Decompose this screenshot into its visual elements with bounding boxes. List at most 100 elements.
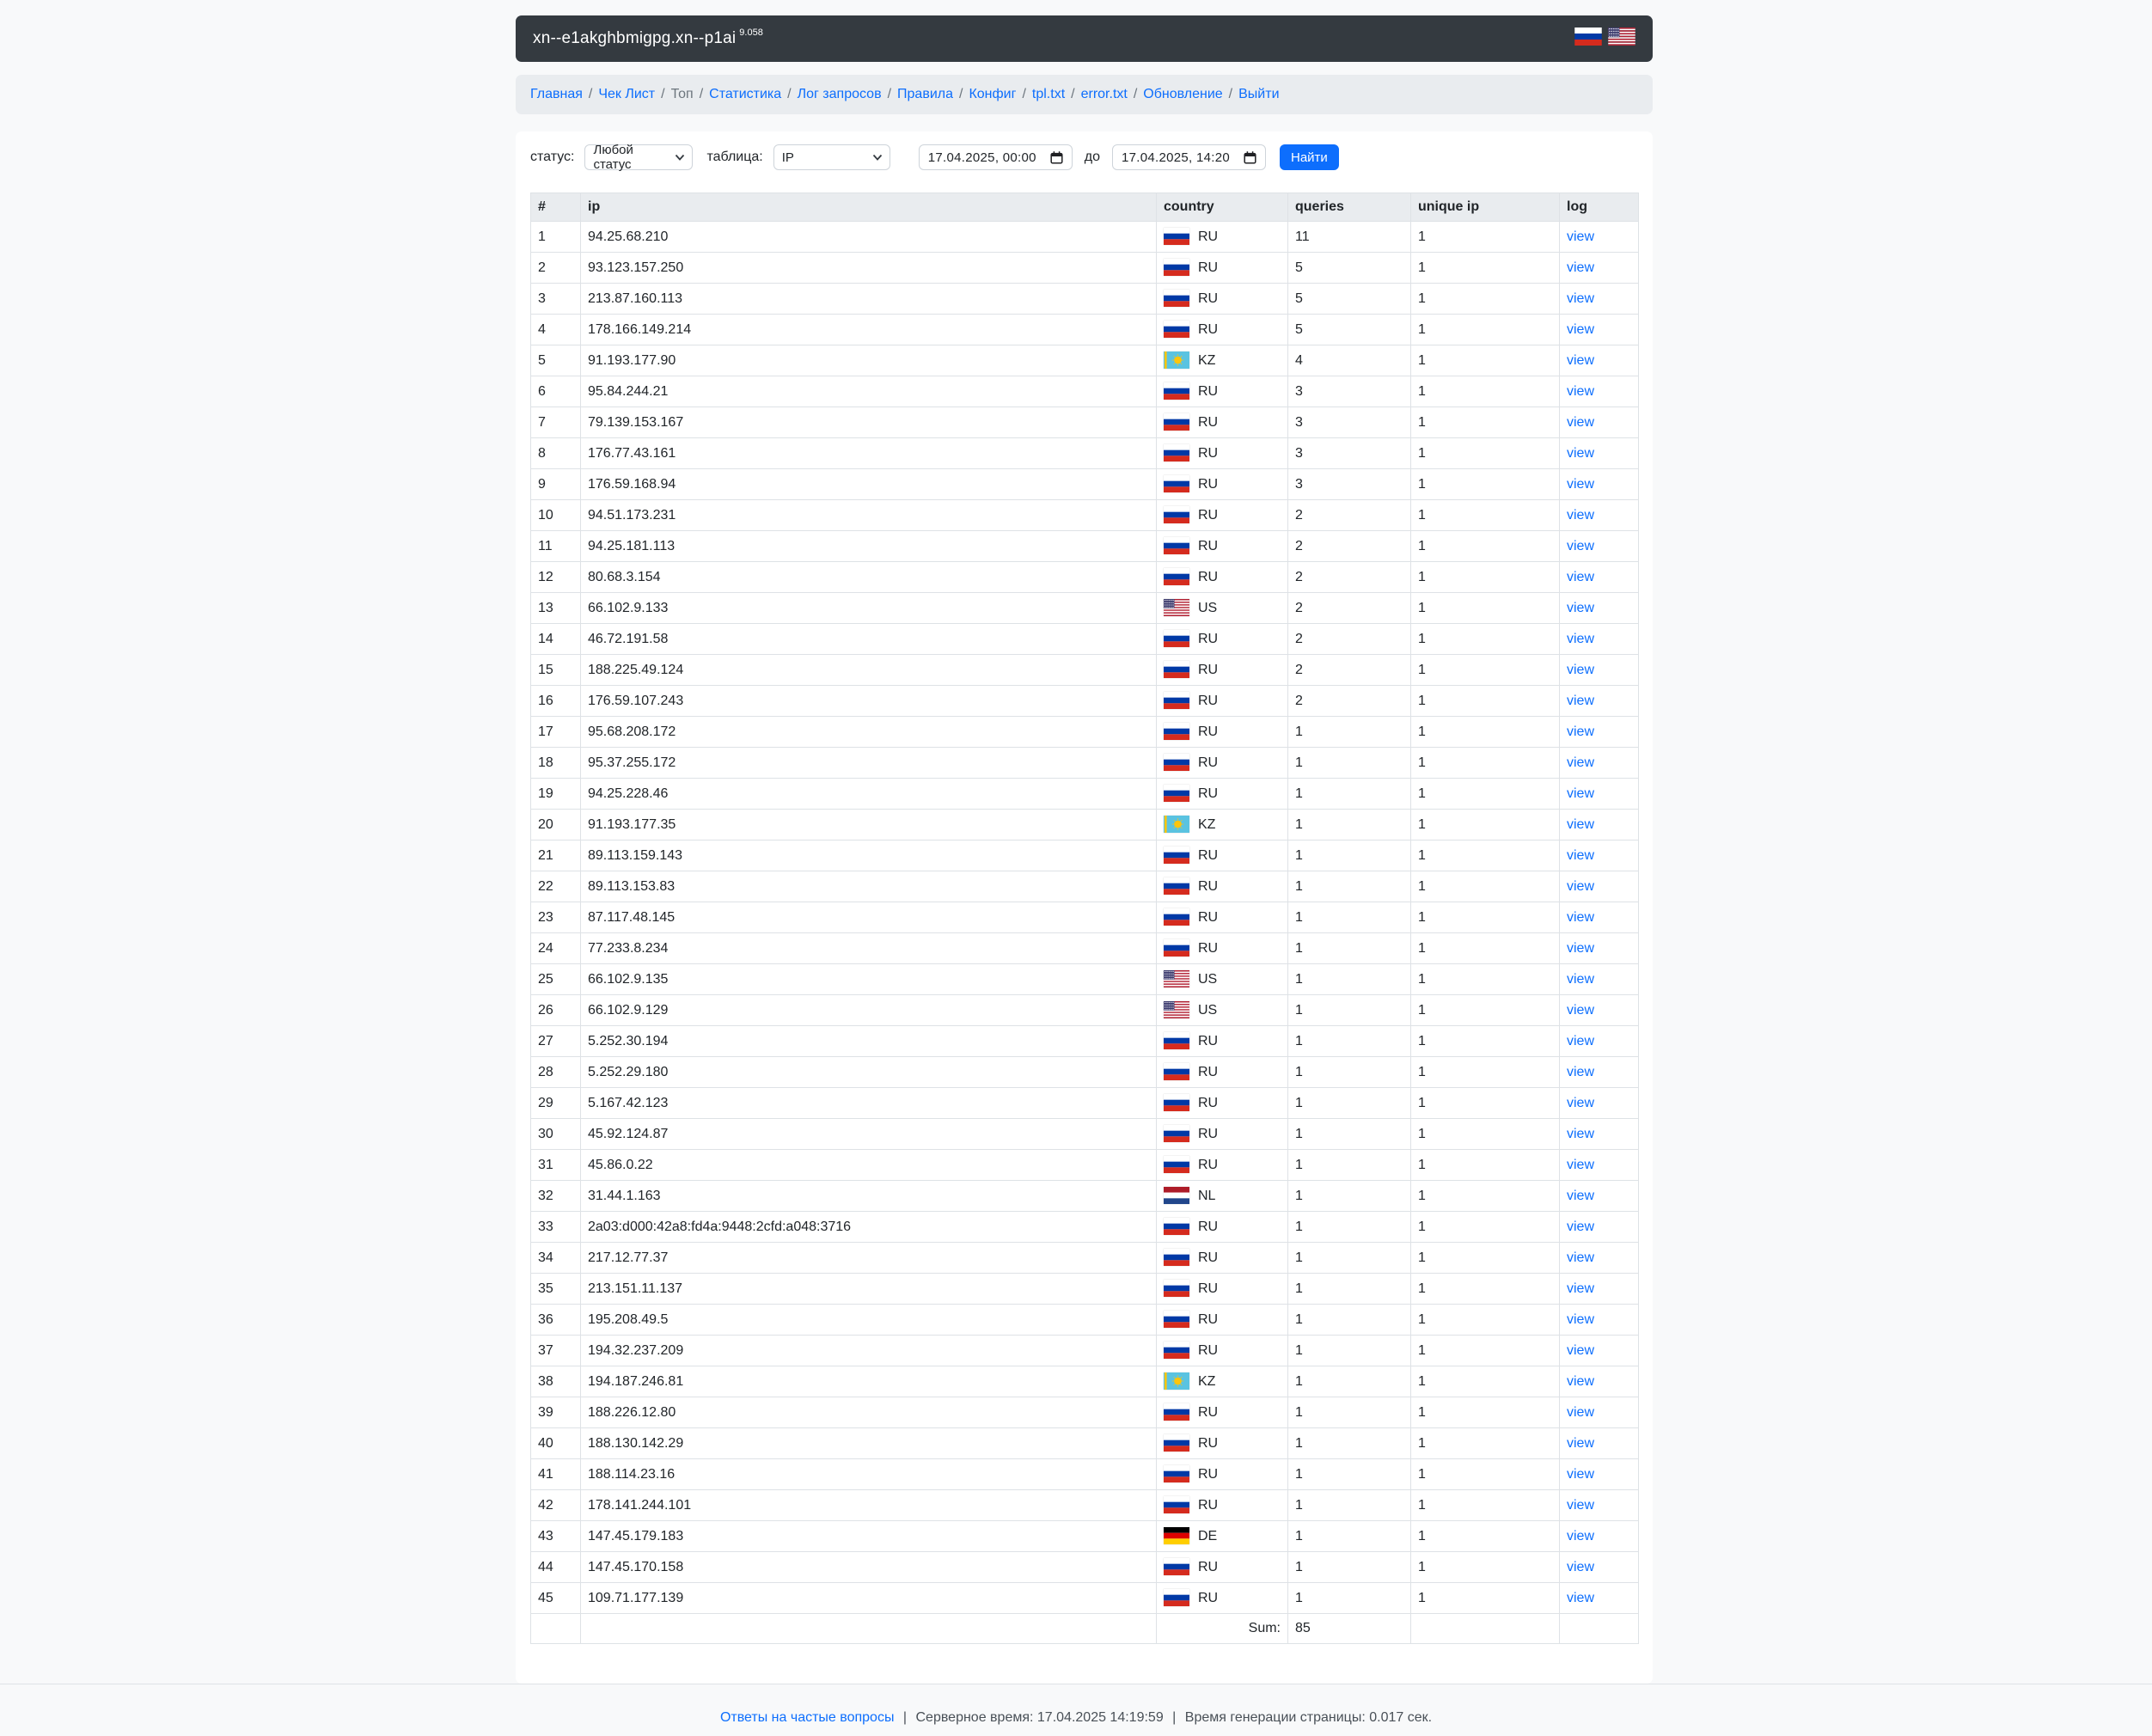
country-cell: RU xyxy=(1156,1489,1288,1521)
view-log-link[interactable]: view xyxy=(1567,909,1595,925)
view-log-link[interactable]: view xyxy=(1567,816,1595,832)
view-log-link[interactable]: view xyxy=(1567,724,1595,739)
view-log-link[interactable]: view xyxy=(1567,600,1595,615)
ip-cell: 147.45.170.158 xyxy=(580,1551,1157,1583)
nav-item-лог-запросов[interactable]: Лог запросов xyxy=(797,87,882,101)
country-cell: RU xyxy=(1156,716,1288,748)
nav-separator: / xyxy=(588,87,593,101)
view-log-link[interactable]: view xyxy=(1567,569,1595,584)
nav-item-выйти[interactable]: Выйти xyxy=(1238,87,1280,101)
unique-ip-cell: 1 xyxy=(1410,1273,1560,1305)
nav-item-tpl.txt[interactable]: tpl.txt xyxy=(1031,87,1066,101)
view-log-link[interactable]: view xyxy=(1567,693,1595,708)
view-log-link[interactable]: view xyxy=(1567,260,1595,275)
calendar-icon[interactable] xyxy=(1243,150,1257,165)
view-log-link[interactable]: view xyxy=(1567,290,1595,306)
view-log-link[interactable]: view xyxy=(1567,1002,1595,1018)
view-log-link[interactable]: view xyxy=(1567,414,1595,430)
view-log-link[interactable]: view xyxy=(1567,1095,1595,1110)
view-log-link[interactable]: view xyxy=(1567,847,1595,863)
country-cell: RU xyxy=(1156,468,1288,500)
view-log-link[interactable]: view xyxy=(1567,1126,1595,1141)
country-cell: RU xyxy=(1156,1551,1288,1583)
view-log-link[interactable]: view xyxy=(1567,1281,1595,1296)
flag-ru-icon xyxy=(1164,877,1189,895)
nav-item-чек-лист[interactable]: Чек Лист xyxy=(598,87,656,101)
view-log-link[interactable]: view xyxy=(1567,1559,1595,1574)
view-log-link[interactable]: view xyxy=(1567,352,1595,368)
view-log-link[interactable]: view xyxy=(1567,476,1595,492)
nav-item-топ: Топ xyxy=(670,87,694,101)
flag-ru-icon xyxy=(1164,1032,1189,1049)
view-log-link[interactable]: view xyxy=(1567,445,1595,461)
calendar-icon[interactable] xyxy=(1049,150,1064,165)
view-log-link[interactable]: view xyxy=(1567,321,1595,337)
row-index-cell: 29 xyxy=(530,1087,581,1119)
view-log-link[interactable]: view xyxy=(1567,1188,1595,1203)
ip-cell: 93.123.157.250 xyxy=(580,252,1157,284)
flag-ru-icon xyxy=(1164,1063,1189,1080)
view-log-link[interactable]: view xyxy=(1567,662,1595,677)
view-log-link[interactable]: view xyxy=(1567,229,1595,244)
row-index-cell: 36 xyxy=(530,1304,581,1336)
view-log-link[interactable]: view xyxy=(1567,878,1595,894)
view-log-link[interactable]: view xyxy=(1567,1033,1595,1048)
queries-cell: 5 xyxy=(1287,314,1411,345)
view-log-link[interactable]: view xyxy=(1567,1250,1595,1265)
table-row: 22 89.113.153.83 RU 1 1 view xyxy=(530,871,1639,902)
queries-cell: 1 xyxy=(1287,840,1411,871)
faq-link[interactable]: Ответы на частые вопросы xyxy=(719,1710,895,1725)
view-log-link[interactable]: view xyxy=(1567,785,1595,801)
queries-cell: 3 xyxy=(1287,468,1411,500)
unique-ip-cell: 1 xyxy=(1410,778,1560,810)
table-row: 27 5.252.30.194 RU 1 1 view xyxy=(530,1025,1639,1057)
view-log-link[interactable]: view xyxy=(1567,1528,1595,1543)
nav-item-главная[interactable]: Главная xyxy=(530,87,583,101)
country-cell: US xyxy=(1156,994,1288,1026)
search-button[interactable]: Найти xyxy=(1279,144,1339,170)
view-log-link[interactable]: view xyxy=(1567,1466,1595,1482)
queries-cell: 2 xyxy=(1287,592,1411,624)
view-log-link[interactable]: view xyxy=(1567,755,1595,770)
queries-cell: 2 xyxy=(1287,685,1411,717)
view-log-link[interactable]: view xyxy=(1567,1404,1595,1420)
nav-item-конфиг[interactable]: Конфиг xyxy=(969,87,1017,101)
view-log-link[interactable]: view xyxy=(1567,1373,1595,1389)
version-badge: 9.058 xyxy=(739,28,763,38)
view-log-link[interactable]: view xyxy=(1567,1219,1595,1234)
nav-item-правила[interactable]: Правила xyxy=(897,87,953,101)
log-cell: view xyxy=(1559,963,1639,995)
row-index-cell: 26 xyxy=(530,994,581,1026)
table-row: 30 45.92.124.87 RU 1 1 view xyxy=(530,1118,1639,1150)
view-log-link[interactable]: view xyxy=(1567,631,1595,646)
country-code: RU xyxy=(1198,570,1219,584)
date-to-input[interactable]: 17.04.2025, 14:20 xyxy=(1111,144,1266,170)
table-row: 45 109.71.177.139 RU 1 1 view xyxy=(530,1582,1639,1614)
view-log-link[interactable]: view xyxy=(1567,1342,1595,1358)
us-flag-icon[interactable] xyxy=(1608,28,1635,46)
view-log-link[interactable]: view xyxy=(1567,1435,1595,1451)
view-log-link[interactable]: view xyxy=(1567,507,1595,523)
view-log-link[interactable]: view xyxy=(1567,538,1595,553)
country-cell: RU xyxy=(1156,1397,1288,1428)
view-log-link[interactable]: view xyxy=(1567,1157,1595,1172)
view-log-link[interactable]: view xyxy=(1567,1497,1595,1513)
table-select[interactable]: IP xyxy=(773,144,890,170)
russian-flag-icon[interactable] xyxy=(1574,28,1602,46)
view-log-link[interactable]: view xyxy=(1567,383,1595,399)
log-cell: view xyxy=(1559,1489,1639,1521)
nav-item-error.txt[interactable]: error.txt xyxy=(1080,87,1128,101)
status-select[interactable]: Любой статус xyxy=(584,143,694,172)
view-log-link[interactable]: view xyxy=(1567,940,1595,956)
view-log-link[interactable]: view xyxy=(1567,971,1595,987)
unique-ip-cell: 1 xyxy=(1410,1056,1560,1088)
view-log-link[interactable]: view xyxy=(1567,1064,1595,1079)
view-log-link[interactable]: view xyxy=(1567,1311,1595,1327)
date-from-input[interactable]: 17.04.2025, 00:00 xyxy=(918,144,1073,170)
row-index-cell: 38 xyxy=(530,1366,581,1397)
view-log-link[interactable]: view xyxy=(1567,1590,1595,1605)
nav-item-статистика[interactable]: Статистика xyxy=(709,87,782,101)
nav-item-обновление[interactable]: Обновление xyxy=(1143,87,1223,101)
unique-ip-cell: 1 xyxy=(1410,592,1560,624)
queries-cell: 2 xyxy=(1287,623,1411,655)
